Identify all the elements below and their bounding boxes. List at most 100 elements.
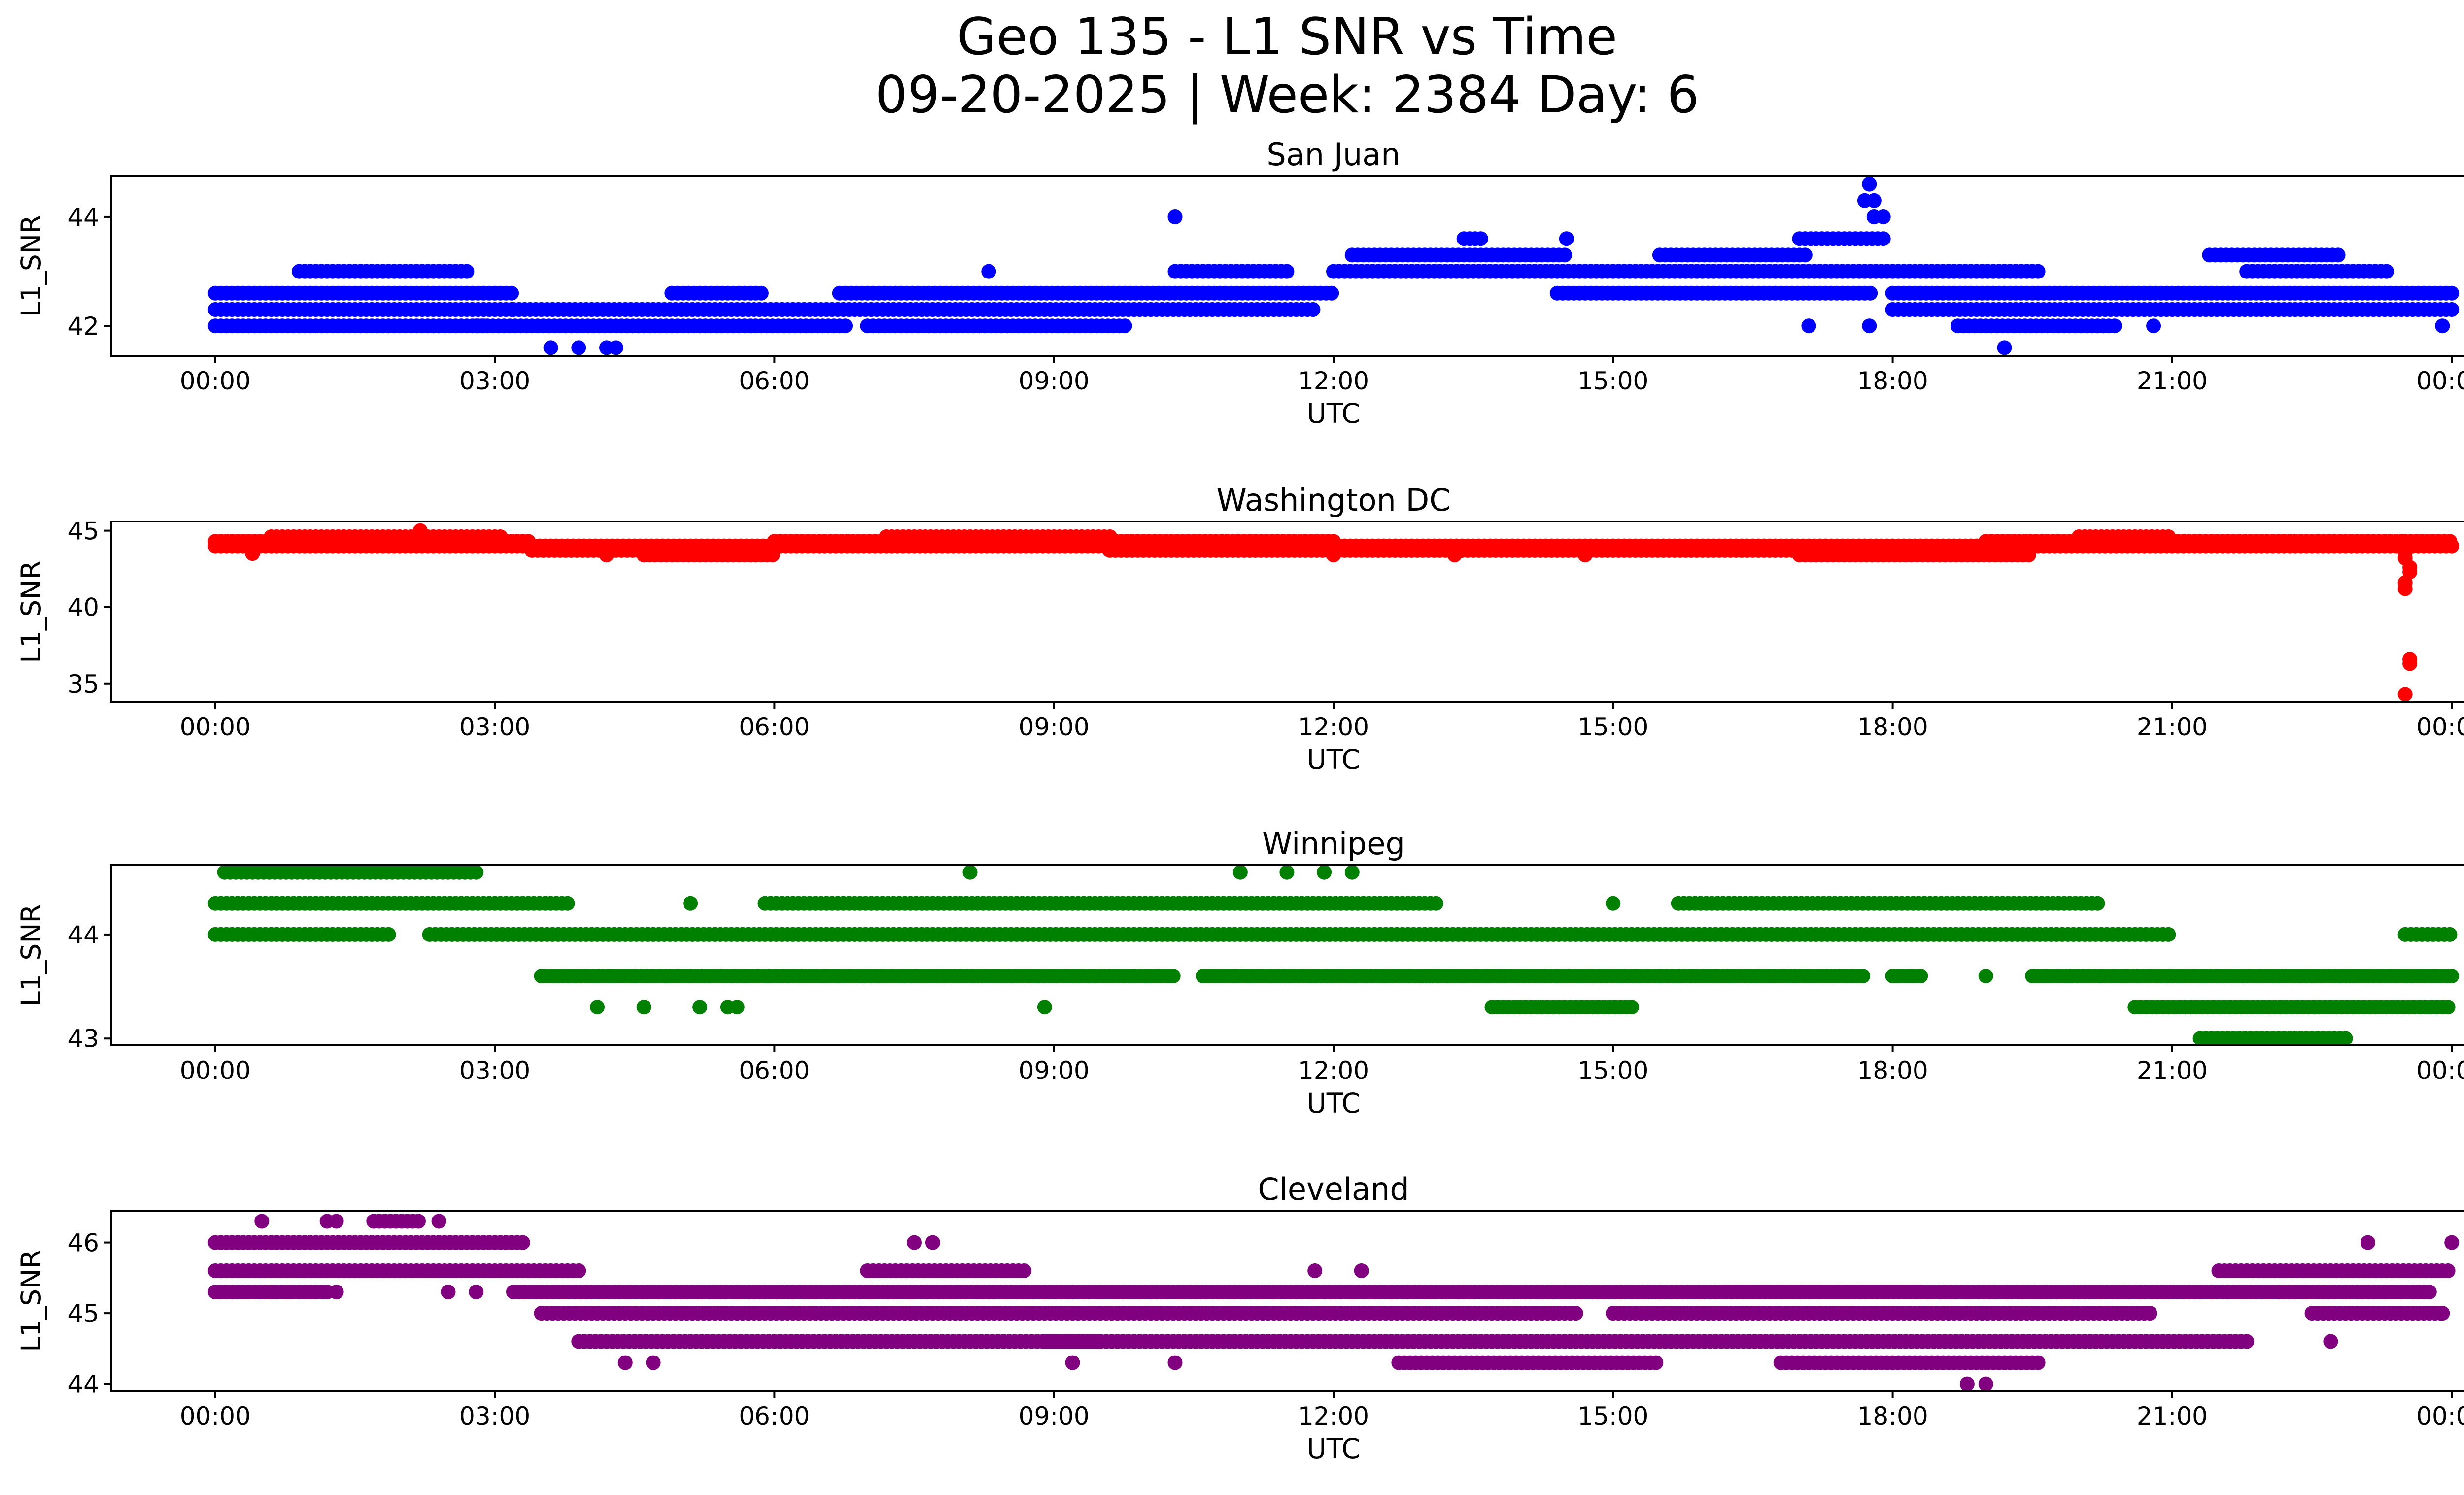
data-point: [1447, 548, 1462, 563]
data-point: [683, 896, 698, 911]
data-point: [646, 1355, 661, 1370]
data-point: [504, 285, 519, 301]
y-tick-label: 45: [68, 517, 99, 546]
data-point: [1165, 969, 1181, 984]
y-axis-label: L1_SNR: [15, 1250, 47, 1352]
subplot-title-cleveland: Cleveland: [1258, 1171, 1409, 1207]
data-point: [2402, 656, 2418, 671]
data-point: [2444, 302, 2460, 317]
data-point: [1862, 176, 1877, 192]
y-tick-label: 44: [68, 1370, 99, 1399]
scatter-series-washington-dc: [207, 523, 2460, 702]
data-point: [753, 285, 769, 301]
x-tick-label: 18:00: [1857, 713, 1928, 741]
x-tick-label: 06:00: [739, 1056, 810, 1085]
data-point: [245, 546, 260, 561]
data-point: [1167, 209, 1183, 224]
x-axis-label: UTC: [1306, 1087, 1360, 1119]
data-point: [2361, 1235, 2375, 1250]
data-point: [1305, 302, 1321, 317]
data-point: [1913, 1285, 1928, 1300]
data-point: [493, 529, 508, 544]
data-point: [431, 1214, 446, 1229]
data-point: [2440, 1263, 2456, 1278]
data-point: [329, 1285, 344, 1300]
y-tick-label: 43: [68, 1024, 99, 1053]
data-point: [254, 1214, 270, 1229]
x-tick-label: 15:00: [1577, 713, 1648, 741]
data-point: [608, 340, 623, 355]
data-point: [1862, 318, 1877, 334]
data-point: [2030, 264, 2046, 279]
x-tick-label: 00:00: [2416, 1402, 2464, 1430]
data-point: [2435, 1306, 2450, 1321]
data-point: [571, 1263, 586, 1278]
x-tick-label: 21:00: [2137, 1402, 2208, 1430]
subplot-title-san-juan: San Juan: [1266, 137, 1400, 173]
y-tick-label: 46: [68, 1229, 99, 1257]
x-tick-label: 09:00: [1019, 1402, 1090, 1430]
data-point: [2444, 285, 2460, 301]
data-point: [381, 927, 396, 942]
x-tick-label: 06:00: [739, 1402, 810, 1430]
data-point: [2442, 927, 2458, 942]
data-point: [617, 1355, 633, 1370]
y-axis-label: L1_SNR: [15, 904, 47, 1006]
y-axis-label: L1_SNR: [15, 560, 47, 662]
data-point: [1317, 865, 1332, 880]
x-tick-label: 03:00: [459, 1402, 530, 1430]
data-point: [599, 548, 614, 563]
data-point: [1606, 896, 1621, 911]
data-point: [1866, 193, 1882, 208]
data-point: [1876, 209, 1891, 224]
x-tick-label: 21:00: [2137, 367, 2208, 395]
data-point: [1279, 264, 1295, 279]
data-point: [1017, 1263, 1032, 1278]
x-tick-label: 09:00: [1019, 1056, 1090, 1085]
data-point: [838, 318, 853, 334]
data-point: [411, 1214, 426, 1229]
subplot-title-winnipeg: Winnipeg: [1262, 826, 1405, 862]
data-point: [1037, 1000, 1052, 1015]
x-tick-label: 09:00: [1019, 713, 1090, 741]
data-point: [2379, 264, 2394, 279]
data-point: [2146, 318, 2161, 334]
data-point: [571, 340, 586, 355]
data-point: [636, 1000, 651, 1015]
x-tick-label: 18:00: [1857, 367, 1928, 395]
x-tick-label: 12:00: [1298, 1402, 1369, 1430]
data-point: [1344, 865, 1360, 880]
data-point: [2397, 687, 2413, 702]
x-tick-label: 21:00: [2137, 713, 2208, 741]
data-point: [692, 1000, 708, 1015]
data-point: [2442, 534, 2458, 549]
data-point: [412, 523, 428, 538]
data-point: [2323, 1334, 2338, 1349]
x-axis-label: UTC: [1306, 744, 1360, 775]
data-point: [1326, 548, 1341, 563]
data-point: [1167, 1355, 1183, 1370]
x-tick-label: 00:00: [2416, 713, 2464, 741]
data-point: [925, 1235, 940, 1250]
data-point: [2444, 1235, 2460, 1250]
data-point: [2330, 247, 2346, 263]
x-tick-label: 00:00: [180, 1056, 251, 1085]
data-point: [1801, 318, 1816, 334]
y-tick-label: 45: [68, 1299, 99, 1328]
data-point: [469, 1285, 484, 1300]
x-tick-label: 00:00: [2416, 367, 2464, 395]
data-point: [1863, 285, 1878, 301]
data-point: [1102, 529, 1118, 544]
x-tick-label: 15:00: [1577, 1056, 1648, 1085]
data-point: [329, 1214, 344, 1229]
data-point: [459, 264, 475, 279]
x-tick-label: 00:00: [2416, 1056, 2464, 1085]
data-point: [2397, 581, 2413, 596]
x-tick-label: 18:00: [1857, 1056, 1928, 1085]
data-point: [981, 264, 996, 279]
data-point: [469, 865, 484, 880]
